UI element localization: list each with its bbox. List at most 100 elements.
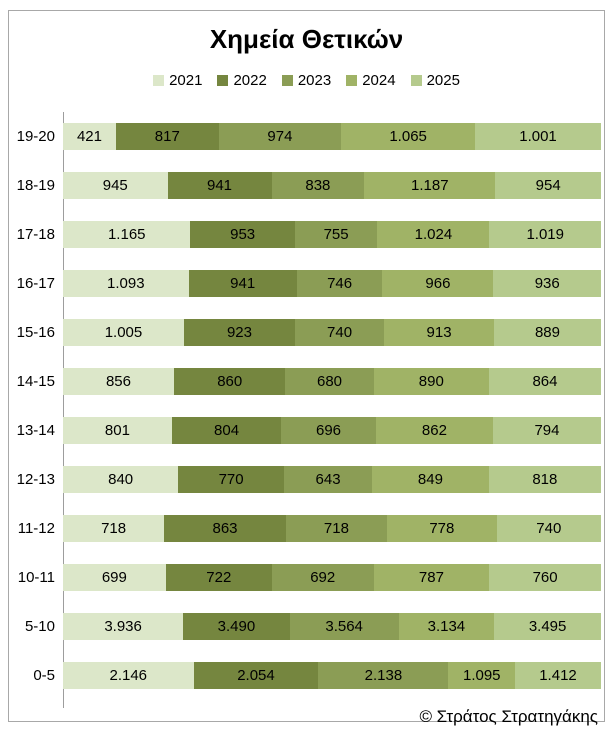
- plot-area: 19-20 421 817 974 1.065 1.001 18-19 945 941 838 1.…: [9, 112, 604, 708]
- bar-row: 17-18 1.165 953 755 1.024 1.019: [9, 210, 601, 259]
- bar-row: 0-5 2.146 2.054 2.138 1.095 1.412: [9, 651, 601, 700]
- segment-value-label: 3.490: [217, 618, 256, 635]
- bar-segment-2023: 680: [285, 368, 374, 395]
- bar-row: 11-12 718 863 718 778 740: [9, 504, 601, 553]
- bar-segment-2021: 840: [63, 466, 179, 493]
- segment-value-label: 680: [317, 373, 343, 390]
- bar-segment-2025: 740: [496, 515, 601, 542]
- bar-segment-2024: 3.134: [398, 613, 495, 640]
- bar-segment-2024: 1.065: [341, 123, 476, 150]
- bar-segment-2025: 760: [489, 564, 601, 591]
- bar-segment-2025: 818: [488, 466, 601, 493]
- segment-value-label: 860: [217, 373, 243, 390]
- bar-row: 18-19 945 941 838 1.187 954: [9, 161, 601, 210]
- category-label: 16-17: [16, 275, 55, 292]
- bar-segment-2022: 3.490: [183, 613, 290, 640]
- chart-title: Χημεία Θετικών: [209, 24, 404, 54]
- bar-row: 12-13 840 770 643 849 818: [9, 455, 601, 504]
- segment-value-label: 760: [532, 569, 558, 586]
- bar-segment-2025: 864: [488, 368, 601, 395]
- bar-segment-2021: 1.005: [63, 319, 184, 346]
- segment-value-label: 954: [535, 177, 561, 194]
- legend-swatch-icon: [281, 75, 293, 86]
- bar-row: 19-20 421 817 974 1.065 1.001: [9, 112, 601, 161]
- bar-segment-2022: 923: [183, 319, 296, 346]
- segment-value-label: 849: [417, 471, 443, 488]
- category-label: 12-13: [16, 471, 55, 488]
- segment-value-label: 718: [323, 520, 349, 537]
- bar-row: 14-15 856 860 680 890 864: [9, 357, 601, 406]
- bar-segment-2023: 755: [294, 221, 378, 248]
- bar-segment-2021: 2.146: [63, 662, 194, 689]
- segment-value-label: 740: [327, 324, 353, 341]
- category-label: 17-18: [16, 226, 55, 243]
- category-label: 15-16: [16, 324, 55, 341]
- segment-value-label: 923: [226, 324, 252, 341]
- bar-track: 2.146 2.054 2.138 1.095 1.412: [63, 662, 601, 689]
- segment-value-label: 864: [532, 373, 558, 390]
- category-label: 19-20: [16, 128, 55, 145]
- bar-segment-2023: 2.138: [318, 662, 449, 689]
- bar-segment-2023: 3.564: [289, 613, 399, 640]
- segment-value-label: 818: [532, 471, 558, 488]
- segment-value-label: 953: [230, 226, 256, 243]
- segment-value-label: 722: [206, 569, 232, 586]
- bar-segment-2022: 941: [188, 270, 297, 297]
- segment-value-label: 3.564: [325, 618, 363, 635]
- segment-value-label: 974: [267, 128, 293, 145]
- segment-value-label: 3.936: [104, 618, 142, 635]
- segment-value-label: 941: [207, 177, 233, 194]
- segment-value-label: 856: [105, 373, 131, 390]
- bar-segment-2024: 1.024: [377, 221, 490, 248]
- bar-segment-2024: 787: [373, 564, 490, 591]
- bar-segment-2021: 3.936: [63, 613, 184, 640]
- segment-value-label: 692: [310, 569, 336, 586]
- bar-track: 699 722 692 787 760: [63, 564, 601, 591]
- segment-value-label: 3.495: [528, 618, 567, 635]
- bar-segment-2025: 1.019: [489, 221, 601, 248]
- segment-value-label: 787: [418, 569, 444, 586]
- bar-track: 945 941 838 1.187 954: [63, 172, 601, 199]
- segment-value-label: 1.019: [526, 226, 564, 243]
- bar-row: 16-17 1.093 941 746 966 936: [9, 259, 601, 308]
- bar-segment-2024: 778: [387, 515, 497, 542]
- segment-value-label: 1.093: [107, 275, 145, 292]
- bar-segment-2025: 954: [495, 172, 601, 199]
- bar-segment-2021: 1.165: [63, 221, 191, 248]
- segment-value-label: 1.065: [389, 128, 427, 145]
- bar-segment-2022: 804: [171, 417, 282, 444]
- legend-swatch-icon: [410, 75, 422, 86]
- bar-row: 13-14 801 804 696 862 794: [9, 406, 601, 455]
- legend-item-2021: 2021: [153, 72, 202, 89]
- legend-label: 2021: [169, 72, 203, 89]
- legend-label: 2023: [297, 72, 332, 89]
- bar-segment-2024: 890: [373, 368, 489, 395]
- bar-row: 10-11 699 722 692 787 760: [9, 553, 601, 602]
- category-label: 11-12: [17, 520, 55, 537]
- bar-segment-2022: 863: [164, 515, 286, 542]
- segment-value-label: 913: [426, 324, 452, 341]
- segment-value-label: 840: [108, 471, 134, 488]
- bar-segment-2025: 794: [493, 417, 601, 444]
- bar-segment-2023: 696: [281, 417, 376, 444]
- bar-segment-2023: 643: [283, 466, 373, 493]
- bar-segment-2021: 718: [63, 515, 165, 542]
- segment-value-label: 889: [534, 324, 560, 341]
- category-label: 10-11: [17, 569, 55, 586]
- bar-segment-2024: 913: [384, 319, 494, 346]
- bar-segment-2022: 817: [115, 123, 219, 150]
- segment-value-label: 804: [214, 422, 240, 439]
- segment-value-label: 794: [534, 422, 560, 439]
- bar-track: 421 817 974 1.065 1.001: [63, 123, 601, 150]
- bar-track: 718 863 718 778 740: [63, 515, 601, 542]
- legend-item-2024: 2024: [346, 72, 396, 89]
- bar-segment-2025: 889: [493, 319, 601, 346]
- segment-value-label: 770: [218, 471, 244, 488]
- segment-value-label: 696: [316, 422, 342, 439]
- bar-segment-2023: 740: [295, 319, 385, 346]
- segment-value-label: 966: [425, 275, 451, 292]
- legend-swatch-icon: [153, 75, 165, 86]
- segment-value-label: 718: [101, 520, 127, 537]
- bar-segment-2021: 856: [63, 368, 174, 395]
- segment-value-label: 890: [418, 373, 444, 390]
